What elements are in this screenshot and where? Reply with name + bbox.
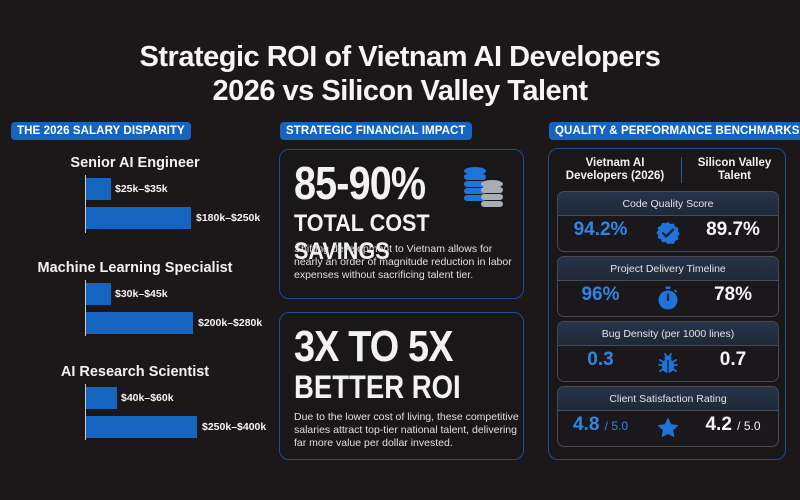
metric-score-suffix: / 5.0 [737, 419, 761, 433]
column-header-line: Silicon Valley [697, 157, 772, 169]
benchmarks-panel: Vietnam AI Developers (2026) Silicon Val… [548, 148, 786, 460]
metric-title: Code Quality Score [558, 192, 778, 216]
bar-value: $200k–$280k [198, 317, 263, 329]
metric-value-vietnam: 96% [581, 284, 620, 305]
column-header-line: Developers (2026) [565, 170, 665, 182]
roi-subhead: BETTER ROI [294, 369, 461, 405]
metric-title: Project Delivery Timeline [558, 257, 778, 281]
savings-subhead: TOTAL COST SAVINGS [294, 210, 430, 265]
bar-value: $25k–$35k [115, 183, 168, 195]
chart-axis [85, 280, 86, 336]
column-header-line: Talent [717, 170, 751, 182]
savings-headline: 85-90% [294, 157, 426, 209]
metric-title: Bug Density (per 1000 lines) [558, 322, 778, 346]
bar-value: $180k–$250k [196, 212, 261, 224]
section-label-benchmarks: QUALITY & PERFORMANCE BENCHMARKS [549, 122, 800, 140]
cost-savings-card: 85-90% TOTAL COST SAVINGS Shifting devel… [279, 149, 524, 299]
column-header-silicon-valley: Silicon Valley Talent [687, 157, 782, 183]
role-title: Machine Learning Specialist [37, 260, 233, 276]
metric-value-silicon-valley: 78% [713, 284, 753, 305]
metric-bug-density: Bug Density (per 1000 lines) 0.3 0.7 [557, 321, 779, 382]
section-label-financial: STRATEGIC FINANCIAL IMPACT [280, 122, 472, 140]
savings-description: Shifting development to Vietnam allows f… [294, 243, 512, 281]
metric-value-silicon-valley: 4.2 / 5.0 [688, 414, 778, 436]
role-title: Senior AI Engineer [70, 155, 200, 171]
page-title: Strategic ROI of Vietnam AI Developers 2… [0, 40, 800, 108]
metric-value-vietnam: 4.8 / 5.0 [558, 414, 643, 436]
bar-vietnam [86, 178, 111, 200]
bar-value: $250k–$400k [202, 421, 267, 433]
metric-code-quality: Code Quality Score 94.2% 89.7% [557, 191, 779, 252]
star-icon [657, 417, 679, 438]
column-divider [681, 157, 682, 183]
chart-axis [85, 175, 86, 233]
metric-score: 4.2 [705, 414, 732, 435]
metric-title: Client Satisfaction Rating [558, 387, 778, 411]
coin-stack-icon [464, 167, 503, 207]
metric-value-vietnam: 0.3 [587, 349, 614, 370]
metric-value-silicon-valley: 89.7% [706, 219, 760, 240]
metric-value-vietnam: 94.2% [573, 219, 628, 240]
metric-score-suffix: / 5.0 [604, 419, 629, 433]
title-line-1: Strategic ROI of Vietnam AI Developers [139, 41, 661, 73]
bar-vietnam [86, 387, 117, 409]
section-label-salary: THE 2026 SALARY DISPARITY [11, 122, 191, 140]
metric-delivery-timeline: Project Delivery Timeline 96% 78% [557, 256, 779, 317]
chart-axis [85, 384, 86, 440]
roi-card: 3X TO 5X BETTER ROI Due to the lower cos… [279, 312, 524, 460]
bar-value: $40k–$60k [121, 392, 174, 404]
column-header-vietnam: Vietnam AI Developers (2026) [555, 157, 675, 183]
title-line-2: 2026 vs Silicon Valley Talent [212, 75, 588, 107]
verified-badge-icon [656, 222, 680, 244]
bar-value: $30k–$45k [115, 288, 168, 300]
bar-silicon-valley [86, 416, 197, 438]
roi-headline: 3X TO 5X [294, 322, 453, 371]
bar-silicon-valley [86, 207, 191, 229]
bar-vietnam [86, 283, 111, 305]
metric-client-satisfaction: Client Satisfaction Rating 4.8 / 5.0 4.2… [557, 386, 779, 447]
bug-icon [658, 353, 678, 373]
role-title: AI Research Scientist [60, 364, 210, 380]
stopwatch-icon [658, 286, 678, 310]
column-header-line: Vietnam AI [585, 157, 645, 169]
metric-value-silicon-valley: 0.7 [719, 349, 747, 370]
metric-score: 4.8 [572, 414, 600, 435]
roi-description: Due to the lower cost of living, these c… [294, 411, 519, 449]
bar-silicon-valley [86, 312, 193, 334]
